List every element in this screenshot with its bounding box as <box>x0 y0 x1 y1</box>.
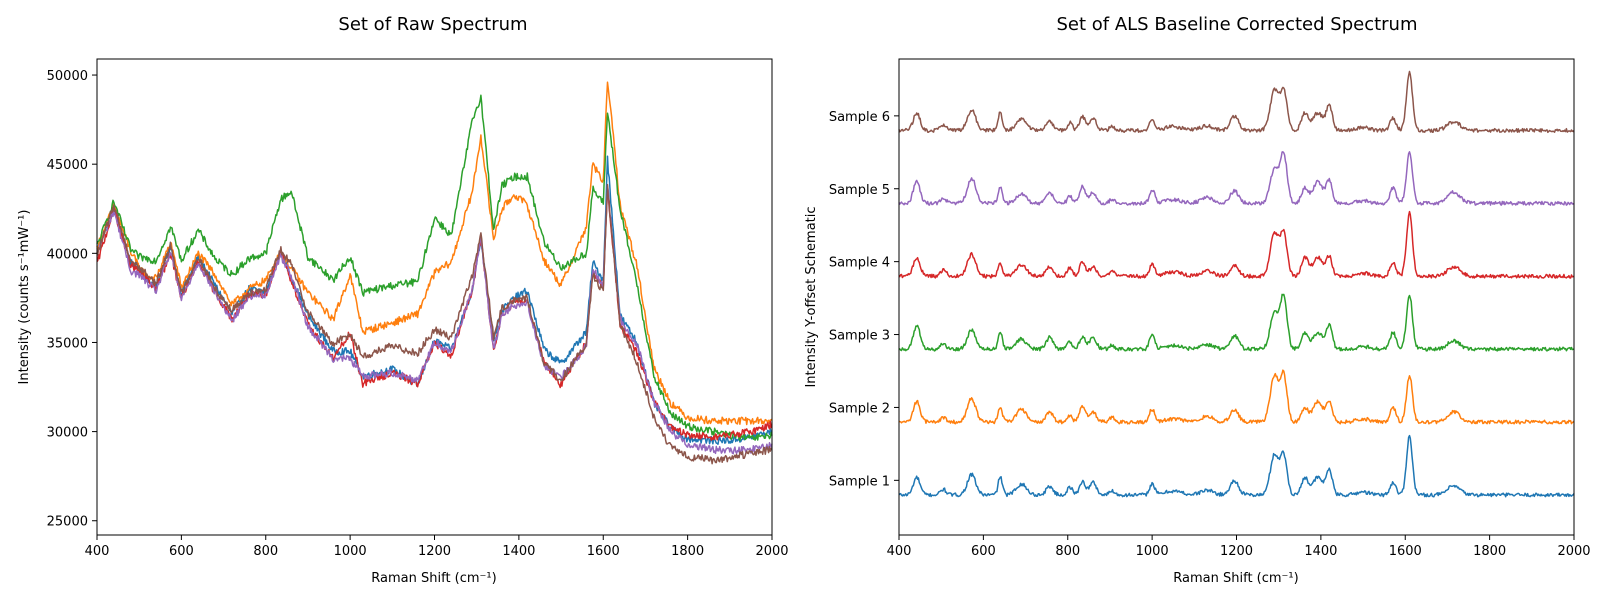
raw-x-axis-label: Raman Shift (cm⁻¹) <box>371 571 496 586</box>
corrected-spectrum-title: Set of ALS Baseline Corrected Spectrum <box>1056 14 1417 35</box>
corrected-x-ticks: 400 600 800 1000 1200 1400 1600 1800 2000 <box>887 535 1591 559</box>
x-tick-label: 800 <box>1055 544 1080 559</box>
x-tick-label: 1200 <box>1220 544 1253 559</box>
x-tick-label: 1400 <box>502 544 535 559</box>
y-tick-label: 40000 <box>47 247 88 262</box>
y-tick-label: Sample 3 <box>829 329 890 344</box>
raw-series-line <box>96 94 773 442</box>
x-tick-label: 1200 <box>418 544 451 559</box>
x-tick-label: 400 <box>887 544 912 559</box>
y-tick-label: Sample 2 <box>829 401 890 416</box>
x-tick-label: 600 <box>169 544 194 559</box>
y-tick-label: Sample 1 <box>829 474 890 489</box>
x-tick-label: 1400 <box>1304 544 1337 559</box>
corrected-series-line <box>898 434 1575 498</box>
y-tick-label: 35000 <box>47 336 88 351</box>
corrected-y-axis-label: Intensity Y-offset Schematic <box>804 206 819 387</box>
raw-series-line <box>96 81 773 426</box>
corrected-spectrum-chart: Set of ALS Baseline Corrected Spectrum 4… <box>804 14 1591 586</box>
corrected-series-line <box>898 70 1575 134</box>
x-tick-label: 2000 <box>755 544 788 559</box>
raw-x-ticks: 400 600 800 1000 1200 1400 1600 1800 2000 <box>85 535 789 559</box>
corrected-series-line <box>898 151 1575 206</box>
x-tick-label: 600 <box>971 544 996 559</box>
raw-spectrum-lines <box>96 81 773 465</box>
raw-spectrum-chart: Set of Raw Spectrum 400 600 800 1000 1200 140… <box>17 14 789 586</box>
raw-series-line <box>96 185 773 455</box>
y-tick-label: 45000 <box>47 158 88 173</box>
corrected-spectrum-lines <box>898 70 1575 498</box>
x-tick-label: 1600 <box>587 544 620 559</box>
corrected-series-line <box>898 293 1575 352</box>
x-tick-label: 1800 <box>1473 544 1506 559</box>
raw-y-ticks: 25000 30000 35000 40000 45000 50000 <box>47 69 97 530</box>
y-tick-label: 25000 <box>47 515 88 530</box>
corrected-series-line <box>898 210 1575 279</box>
x-tick-label: 1800 <box>671 544 704 559</box>
y-tick-label: 50000 <box>47 69 88 84</box>
raw-series-line <box>96 183 773 465</box>
corrected-series-line <box>898 369 1575 425</box>
x-tick-label: 1000 <box>334 544 367 559</box>
x-tick-label: 1600 <box>1389 544 1422 559</box>
corrected-x-axis-label: Raman Shift (cm⁻¹) <box>1173 571 1298 586</box>
x-tick-label: 800 <box>253 544 278 559</box>
raw-y-axis-label: Intensity (counts s⁻¹mW⁻¹) <box>17 210 32 385</box>
x-tick-label: 2000 <box>1557 544 1590 559</box>
y-tick-label: Sample 5 <box>829 183 890 198</box>
y-tick-label: Sample 6 <box>829 110 890 125</box>
y-tick-label: Sample 4 <box>829 256 890 271</box>
raw-series-line <box>96 155 773 445</box>
raw-spectrum-frame <box>96 58 773 536</box>
x-tick-label: 1000 <box>1136 544 1169 559</box>
corrected-y-ticks: Sample 1 Sample 2 Sample 3 Sample 4 Sample 5… <box>829 110 899 489</box>
x-tick-label: 400 <box>85 544 110 559</box>
y-tick-label: 30000 <box>47 426 88 441</box>
raw-spectrum-title: Set of Raw Spectrum <box>338 14 527 35</box>
